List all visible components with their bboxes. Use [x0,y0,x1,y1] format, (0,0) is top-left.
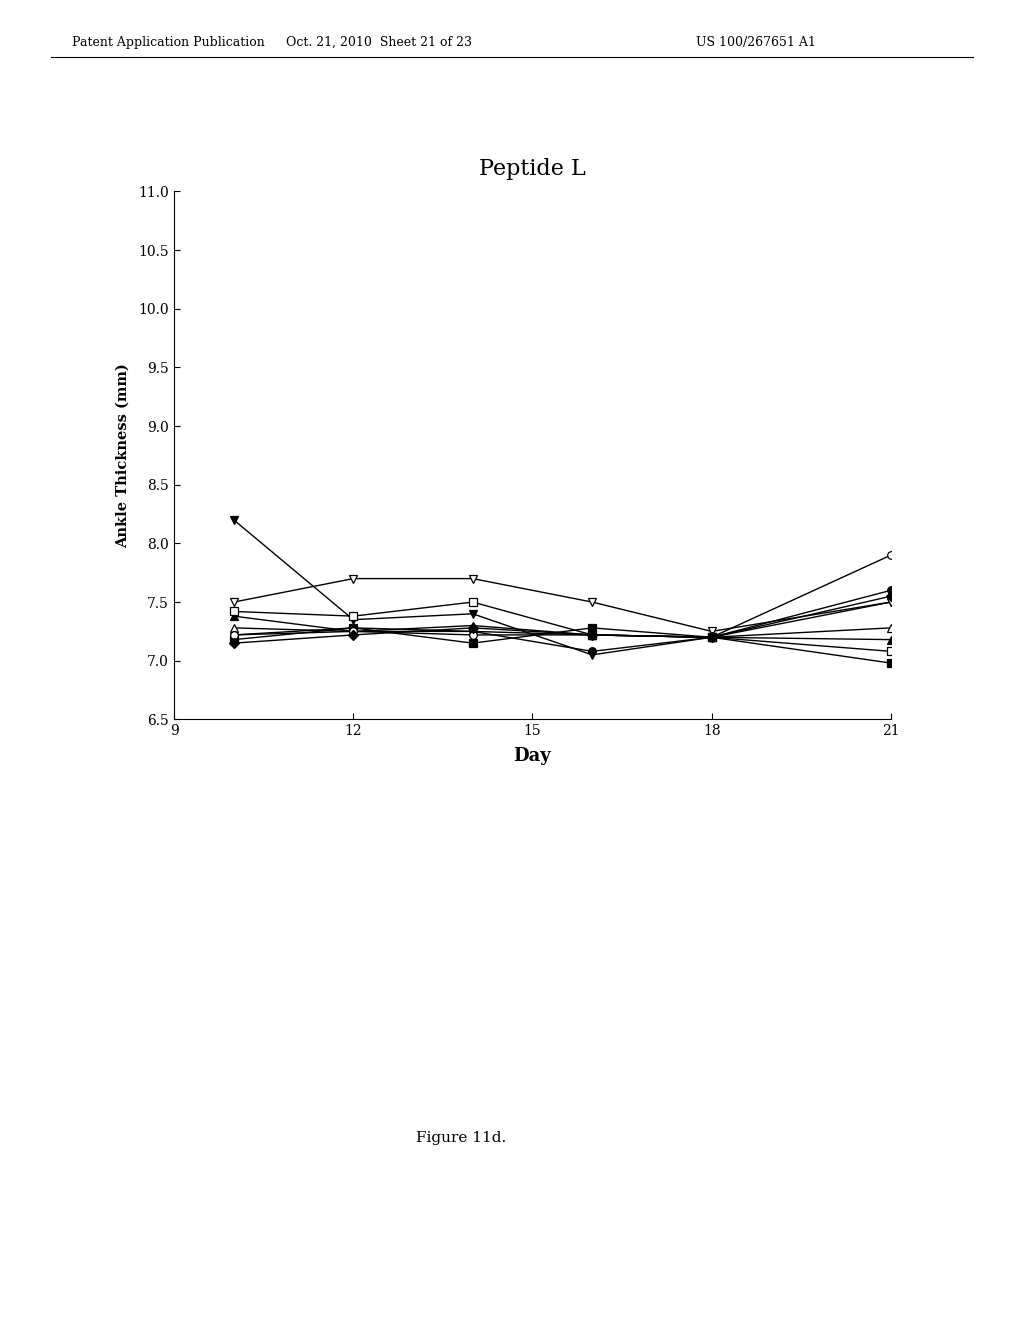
Text: Patent Application Publication: Patent Application Publication [72,36,264,49]
Text: Oct. 21, 2010  Sheet 21 of 23: Oct. 21, 2010 Sheet 21 of 23 [286,36,472,49]
Text: Figure 11d.: Figure 11d. [416,1131,506,1144]
Y-axis label: Ankle Thickness (mm): Ankle Thickness (mm) [116,363,130,548]
Text: US 100/267651 A1: US 100/267651 A1 [696,36,816,49]
X-axis label: Day: Day [514,747,551,764]
Title: Peptide L: Peptide L [479,157,586,180]
